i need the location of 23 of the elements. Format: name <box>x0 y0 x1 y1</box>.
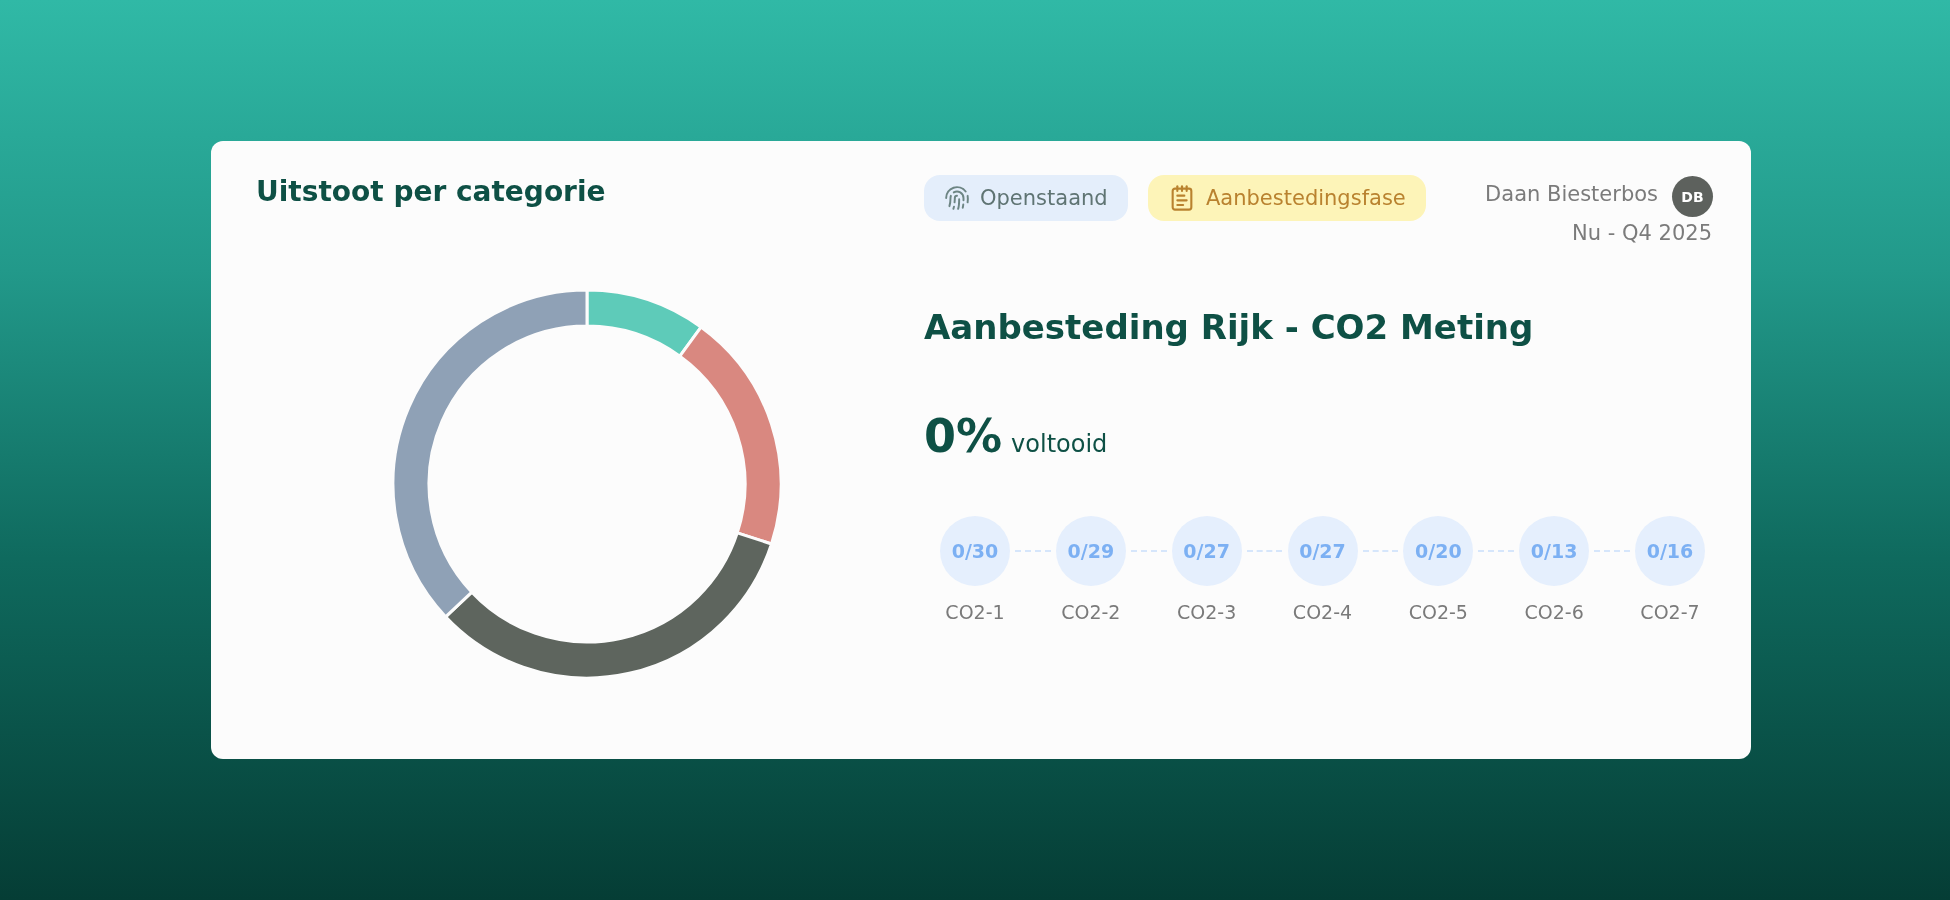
text: CO2-2 <box>1061 601 1121 623</box>
chart-title: Uitstoot per categorie <box>256 174 606 208</box>
text: CO2-3 <box>1177 601 1237 623</box>
text: CO2-5 <box>1408 601 1468 623</box>
text: voltooid <box>1011 430 1108 458</box>
text: CO2-7 <box>1640 601 1700 623</box>
text: Aanbesteding Rijk - CO2 Meting <box>924 307 1534 347</box>
text: 0/30 <box>951 540 999 562</box>
text: Daan Biesterbos <box>1485 182 1658 206</box>
text: Aanbestedingsfase <box>1206 186 1406 210</box>
text: CO2-4 <box>1292 601 1353 623</box>
text: CO2-1 <box>945 601 1005 623</box>
text: 0% <box>924 409 1003 463</box>
text: 0/27 <box>1183 540 1230 562</box>
text: Nu - Q4 2025 <box>1572 221 1712 245</box>
text: Openstaand <box>980 186 1108 210</box>
text: DB <box>1681 188 1704 205</box>
text: 0/29 <box>1067 540 1115 562</box>
text: 0/16 <box>1646 540 1694 562</box>
text: 0/13 <box>1530 540 1578 562</box>
text: 0/27 <box>1299 540 1346 562</box>
text: 0/20 <box>1415 540 1462 562</box>
text: CO2-6 <box>1524 601 1584 623</box>
